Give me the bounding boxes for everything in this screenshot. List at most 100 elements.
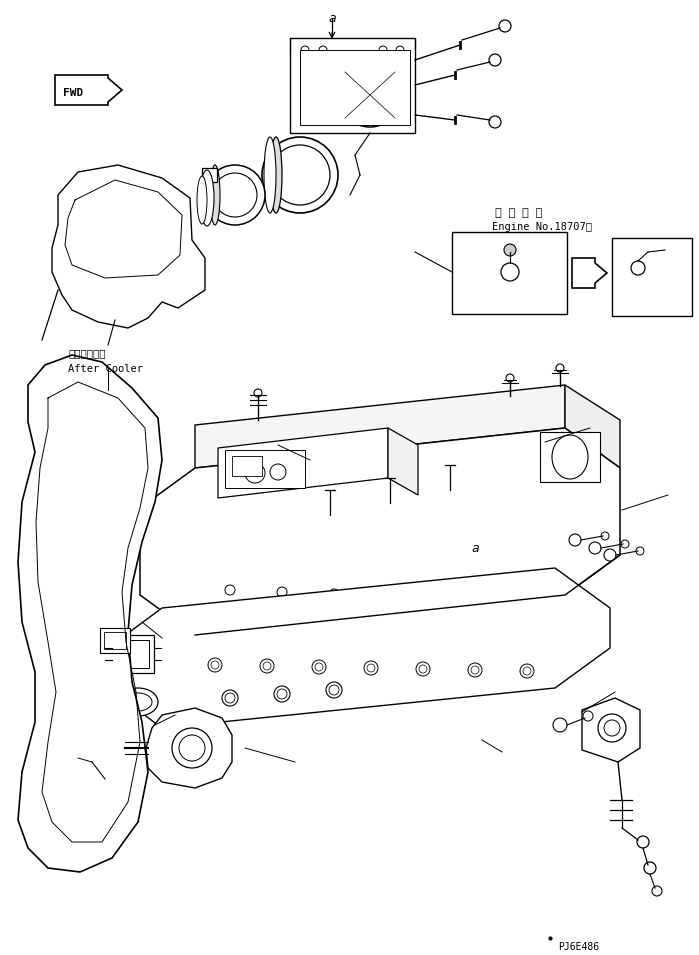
Circle shape	[537, 597, 547, 607]
Circle shape	[652, 886, 662, 896]
Circle shape	[110, 737, 126, 753]
Circle shape	[396, 46, 404, 54]
Bar	[104, 632, 126, 649]
Circle shape	[225, 585, 235, 595]
Text: アフタクーラ: アフタクーラ	[68, 348, 106, 358]
Ellipse shape	[264, 137, 276, 213]
Text: Engine No.18707～: Engine No.18707～	[492, 222, 592, 232]
Circle shape	[172, 728, 212, 768]
Text: After Cooler: After Cooler	[68, 364, 143, 374]
Circle shape	[367, 664, 375, 672]
Circle shape	[179, 735, 205, 761]
Polygon shape	[108, 568, 610, 728]
Circle shape	[315, 663, 323, 671]
Ellipse shape	[210, 165, 220, 225]
Bar	[112, 635, 154, 673]
Bar	[232, 456, 262, 476]
Circle shape	[338, 63, 402, 127]
Circle shape	[598, 714, 626, 742]
Circle shape	[637, 836, 649, 848]
Circle shape	[499, 20, 511, 32]
Circle shape	[225, 693, 235, 703]
Circle shape	[506, 374, 514, 382]
Ellipse shape	[197, 176, 207, 224]
Polygon shape	[388, 428, 418, 495]
Polygon shape	[572, 258, 607, 288]
Circle shape	[222, 690, 238, 706]
Circle shape	[245, 463, 265, 483]
Circle shape	[589, 542, 601, 554]
Ellipse shape	[118, 688, 158, 716]
Ellipse shape	[270, 137, 282, 213]
Polygon shape	[582, 698, 640, 762]
Circle shape	[501, 263, 519, 281]
Circle shape	[105, 732, 131, 758]
Ellipse shape	[200, 170, 214, 226]
Circle shape	[419, 665, 427, 673]
Circle shape	[556, 364, 564, 372]
Circle shape	[260, 659, 274, 673]
Text: a: a	[329, 12, 336, 25]
Polygon shape	[18, 355, 162, 872]
Circle shape	[504, 244, 516, 256]
Ellipse shape	[552, 435, 588, 479]
Polygon shape	[55, 75, 122, 105]
Bar	[300, 50, 410, 125]
Text: PJ6E486: PJ6E486	[558, 942, 599, 952]
Circle shape	[319, 46, 327, 54]
Circle shape	[631, 261, 645, 275]
Circle shape	[211, 661, 219, 669]
Ellipse shape	[124, 693, 152, 711]
Circle shape	[208, 658, 222, 672]
Circle shape	[468, 663, 482, 677]
Bar	[100, 628, 130, 653]
Polygon shape	[218, 428, 388, 498]
Circle shape	[523, 667, 531, 675]
Circle shape	[569, 534, 581, 546]
Circle shape	[644, 862, 656, 874]
Polygon shape	[140, 428, 620, 635]
Circle shape	[485, 595, 495, 605]
Circle shape	[489, 54, 501, 66]
Bar	[117, 640, 149, 668]
Circle shape	[262, 137, 338, 213]
Polygon shape	[52, 165, 205, 328]
Bar	[290, 38, 415, 133]
Circle shape	[270, 464, 286, 480]
Circle shape	[263, 662, 271, 670]
Text: a: a	[471, 541, 479, 555]
Circle shape	[381, 591, 391, 601]
Circle shape	[379, 46, 387, 54]
Bar	[540, 432, 600, 482]
Circle shape	[621, 540, 629, 548]
Circle shape	[329, 685, 339, 695]
Circle shape	[364, 661, 378, 675]
Circle shape	[326, 682, 342, 698]
Circle shape	[205, 165, 265, 225]
Circle shape	[277, 689, 287, 699]
Circle shape	[604, 549, 616, 561]
Circle shape	[416, 662, 430, 676]
Circle shape	[270, 145, 330, 205]
Circle shape	[254, 389, 262, 397]
Circle shape	[433, 593, 443, 603]
Bar	[225, 450, 305, 488]
Text: FWD: FWD	[63, 88, 83, 98]
Bar	[202, 168, 217, 182]
Circle shape	[99, 779, 111, 791]
Circle shape	[301, 46, 309, 54]
Circle shape	[471, 666, 479, 674]
Bar	[452, 232, 567, 314]
Circle shape	[346, 71, 394, 119]
Circle shape	[553, 718, 567, 732]
Circle shape	[489, 116, 501, 128]
Circle shape	[636, 547, 644, 555]
Polygon shape	[565, 385, 620, 468]
Circle shape	[604, 720, 620, 736]
Circle shape	[583, 711, 593, 721]
Text: 適 用 号 機: 適 用 号 機	[495, 208, 542, 218]
Polygon shape	[146, 708, 232, 788]
Circle shape	[277, 587, 287, 597]
Circle shape	[329, 589, 339, 599]
Circle shape	[274, 686, 290, 702]
